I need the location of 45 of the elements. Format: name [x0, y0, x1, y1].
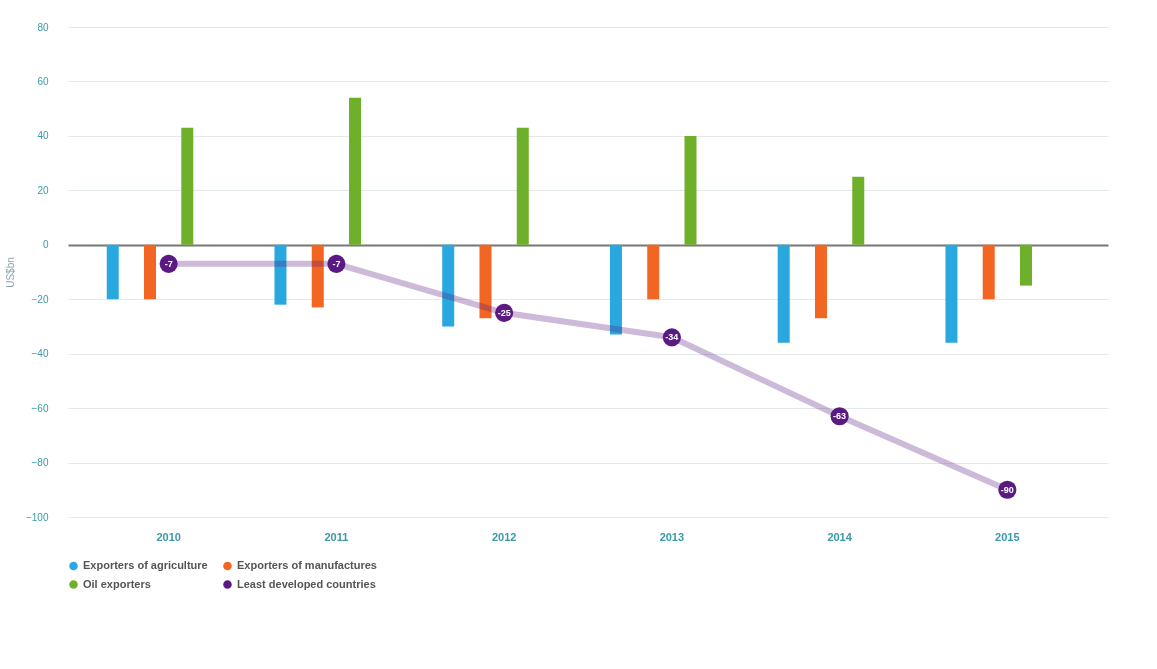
y-axis-title: US$bn: [4, 257, 16, 288]
y-tick-label: 40: [37, 130, 49, 142]
bar: [609, 244, 622, 335]
bar: [1019, 244, 1032, 286]
data-label: -90: [1000, 484, 1014, 495]
bar: [982, 244, 995, 300]
data-label: -63: [833, 411, 847, 422]
legend-label: Least developed countries: [237, 577, 376, 590]
x-tick-label: 2015: [995, 530, 1020, 543]
legend-label: Exporters of agriculture: [83, 558, 208, 571]
bar: [852, 176, 865, 245]
y-tick-label: 20: [37, 184, 49, 196]
y-tick-label: −40: [31, 348, 49, 360]
bar: [442, 244, 455, 327]
x-tick-label: 2012: [491, 530, 517, 543]
x-tick-label: 2010: [156, 530, 181, 543]
bar: [274, 244, 287, 305]
y-tick-label: −20: [31, 293, 49, 305]
bar: [479, 244, 492, 319]
bar: [777, 244, 790, 343]
bar: [106, 244, 119, 300]
x-tick-label: 2013: [659, 530, 685, 543]
bar: [684, 135, 697, 245]
bar: [516, 127, 529, 245]
data-label: -25: [497, 307, 511, 318]
legend-label: Exporters of manufactures: [237, 558, 377, 571]
bar: [144, 244, 157, 300]
bar: [814, 244, 827, 319]
x-tick-label: 2014: [827, 530, 853, 543]
x-tick-label: 2011: [324, 530, 349, 543]
legend-label: Oil exporters: [83, 577, 151, 590]
bar: [945, 244, 958, 343]
data-label: -7: [332, 258, 341, 269]
y-tick-label: 80: [37, 21, 49, 33]
y-tick-label: −100: [25, 511, 49, 523]
bar: [349, 97, 362, 245]
bar: [181, 127, 194, 245]
bar: [311, 244, 324, 308]
y-tick-label: −60: [31, 402, 49, 414]
data-label: -34: [665, 332, 679, 343]
bar: [647, 244, 660, 300]
y-tick-label: −80: [31, 457, 49, 469]
y-tick-label: 0: [42, 239, 49, 251]
data-label: -7: [164, 258, 173, 269]
y-tick-label: 60: [37, 75, 49, 87]
